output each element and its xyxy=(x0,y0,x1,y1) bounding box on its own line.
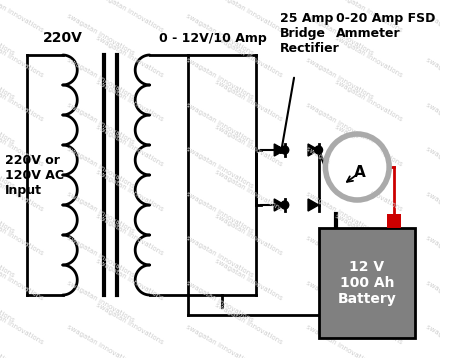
Polygon shape xyxy=(273,199,284,211)
Circle shape xyxy=(280,201,288,209)
Text: swagatan innovations: swagatan innovations xyxy=(424,280,455,323)
Text: swagatan innovations: swagatan innovations xyxy=(453,168,455,212)
Text: swagatan innovations: swagatan innovations xyxy=(0,213,44,256)
Text: swagatan innovations: swagatan innovations xyxy=(95,0,164,34)
Text: swagatan innovations: swagatan innovations xyxy=(66,235,135,279)
Text: swagatan innovations: swagatan innovations xyxy=(334,213,403,256)
Text: swagatan innovations: swagatan innovations xyxy=(214,257,283,301)
Text: swagatan innovations: swagatan innovations xyxy=(0,79,44,123)
Circle shape xyxy=(329,138,384,196)
Text: swagatan innovations: swagatan innovations xyxy=(66,324,135,358)
Text: swagatan innovations: swagatan innovations xyxy=(424,190,455,234)
Text: swagatan innovations: swagatan innovations xyxy=(0,168,44,212)
Text: swagatan innovations: swagatan innovations xyxy=(0,324,15,358)
Text: swagatan innovations: swagatan innovations xyxy=(0,302,44,345)
Text: swagatan innovations: swagatan innovations xyxy=(66,13,135,56)
Text: swagatan innovations: swagatan innovations xyxy=(304,280,374,323)
Text: swagatan innovations: swagatan innovations xyxy=(453,79,455,123)
Text: 0 - 12V/10 Amp: 0 - 12V/10 Amp xyxy=(158,32,266,44)
Text: swagatan innovations: swagatan innovations xyxy=(95,79,164,123)
Text: swagatan innovations: swagatan innovations xyxy=(424,324,455,358)
Text: swagatan innovations: swagatan innovations xyxy=(334,257,403,301)
Text: swagatan innovations: swagatan innovations xyxy=(304,190,374,234)
Text: swagatan innovations: swagatan innovations xyxy=(95,257,164,301)
Text: swagatan innovations: swagatan innovations xyxy=(66,102,135,145)
Text: swagatan innovations: swagatan innovations xyxy=(304,102,374,145)
Text: swagatan innovations: swagatan innovations xyxy=(0,235,15,279)
Text: swagatan innovations: swagatan innovations xyxy=(424,13,455,56)
Text: swagatan innovations: swagatan innovations xyxy=(424,102,455,145)
Text: swagatan innovations: swagatan innovations xyxy=(424,235,455,279)
Text: swagatan innovations: swagatan innovations xyxy=(66,146,135,190)
Text: swagatan innovations: swagatan innovations xyxy=(304,235,374,279)
Text: swagatan innovations: swagatan innovations xyxy=(334,79,403,123)
Circle shape xyxy=(314,146,322,154)
Text: swagatan innovations: swagatan innovations xyxy=(95,35,164,78)
Text: 12 V
100 Ah
Battery: 12 V 100 Ah Battery xyxy=(337,260,395,306)
Text: swagatan innovations: swagatan innovations xyxy=(424,146,455,190)
Text: swagatan innovations: swagatan innovations xyxy=(214,124,283,168)
Text: A: A xyxy=(354,164,365,179)
Text: swagatan innovations: swagatan innovations xyxy=(185,324,254,358)
Text: swagatan innovations: swagatan innovations xyxy=(66,190,135,234)
Text: swagatan innovations: swagatan innovations xyxy=(214,79,283,123)
Text: swagatan innovations: swagatan innovations xyxy=(304,324,374,358)
Text: swagatan innovations: swagatan innovations xyxy=(334,0,403,34)
Text: swagatan innovations: swagatan innovations xyxy=(214,168,283,212)
Text: swagatan innovations: swagatan innovations xyxy=(0,190,15,234)
Text: swagatan innovations: swagatan innovations xyxy=(304,57,374,101)
Text: swagatan innovations: swagatan innovations xyxy=(95,302,164,345)
Text: swagatan innovations: swagatan innovations xyxy=(185,146,254,190)
Text: swagatan innovations: swagatan innovations xyxy=(185,57,254,101)
Text: swagatan innovations: swagatan innovations xyxy=(0,280,15,323)
Text: swagatan innovations: swagatan innovations xyxy=(304,146,374,190)
Text: swagatan innovations: swagatan innovations xyxy=(453,0,455,34)
Text: swagatan innovations: swagatan innovations xyxy=(95,124,164,168)
Text: swagatan innovations: swagatan innovations xyxy=(214,213,283,256)
Polygon shape xyxy=(308,144,318,156)
Text: swagatan innovations: swagatan innovations xyxy=(185,13,254,56)
Text: swagatan innovations: swagatan innovations xyxy=(66,57,135,101)
Polygon shape xyxy=(308,199,318,211)
Text: 0-20 Amp FSD
Ammeter: 0-20 Amp FSD Ammeter xyxy=(335,12,435,40)
Text: swagatan innovations: swagatan innovations xyxy=(66,280,135,323)
Text: swagatan innovations: swagatan innovations xyxy=(453,302,455,345)
Text: swagatan innovations: swagatan innovations xyxy=(0,57,15,101)
Text: 220V or
120V AC
Input: 220V or 120V AC Input xyxy=(5,154,64,197)
Text: swagatan innovations: swagatan innovations xyxy=(334,124,403,168)
Text: swagatan innovations: swagatan innovations xyxy=(185,235,254,279)
FancyBboxPatch shape xyxy=(386,214,400,228)
FancyBboxPatch shape xyxy=(318,228,415,338)
Polygon shape xyxy=(273,144,284,156)
Text: swagatan innovations: swagatan innovations xyxy=(334,168,403,212)
Text: swagatan innovations: swagatan innovations xyxy=(453,35,455,78)
Text: swagatan innovations: swagatan innovations xyxy=(0,257,44,301)
Text: swagatan innovations: swagatan innovations xyxy=(0,102,15,145)
Text: swagatan innovations: swagatan innovations xyxy=(424,57,455,101)
Text: 25 Amp
Bridge
Rectifier: 25 Amp Bridge Rectifier xyxy=(279,12,339,55)
Text: swagatan innovations: swagatan innovations xyxy=(185,280,254,323)
Text: swagatan innovations: swagatan innovations xyxy=(0,0,44,34)
Text: swagatan innovations: swagatan innovations xyxy=(214,0,283,34)
Text: swagatan innovations: swagatan innovations xyxy=(0,124,44,168)
Text: swagatan innovations: swagatan innovations xyxy=(0,13,15,56)
Text: swagatan innovations: swagatan innovations xyxy=(0,146,15,190)
Text: swagatan innovations: swagatan innovations xyxy=(334,35,403,78)
Text: swagatan innovations: swagatan innovations xyxy=(95,168,164,212)
Text: swagatan innovations: swagatan innovations xyxy=(453,213,455,256)
Text: swagatan innovations: swagatan innovations xyxy=(304,13,374,56)
Text: swagatan innovations: swagatan innovations xyxy=(453,124,455,168)
Text: swagatan innovations: swagatan innovations xyxy=(95,213,164,256)
Text: swagatan innovations: swagatan innovations xyxy=(453,257,455,301)
Circle shape xyxy=(280,146,288,154)
Text: swagatan innovations: swagatan innovations xyxy=(334,302,403,345)
Text: swagatan innovations: swagatan innovations xyxy=(214,35,283,78)
Text: swagatan innovations: swagatan innovations xyxy=(214,302,283,345)
Text: 220V: 220V xyxy=(43,31,82,45)
Text: swagatan innovations: swagatan innovations xyxy=(185,102,254,145)
Text: swagatan innovations: swagatan innovations xyxy=(185,190,254,234)
Text: swagatan innovations: swagatan innovations xyxy=(0,35,44,78)
